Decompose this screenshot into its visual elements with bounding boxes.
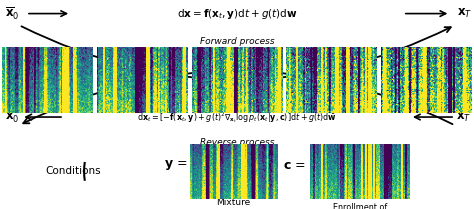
Text: $\mathbf{x}_T$: $\mathbf{x}_T$ [456, 111, 472, 124]
Text: $\mathbf{c}$ =: $\mathbf{c}$ = [283, 159, 306, 172]
Text: Mixture: Mixture [217, 198, 251, 207]
Text: Conditions: Conditions [46, 166, 101, 176]
Text: $\mathrm{d}\mathbf{x} = \mathbf{f}(\mathbf{x}_t, \mathbf{y})\mathrm{d}t + g(t)\m: $\mathrm{d}\mathbf{x} = \mathbf{f}(\math… [177, 7, 297, 20]
Text: $\mathbf{x}_T$: $\mathbf{x}_T$ [457, 7, 473, 20]
Text: Reverse process: Reverse process [200, 138, 274, 147]
Text: $\mathbf{y}$ =: $\mathbf{y}$ = [164, 158, 187, 172]
Text: $\overline{\mathbf{x}}_0$: $\overline{\mathbf{x}}_0$ [5, 6, 19, 22]
Text: $\overline{\mathbf{x}}_0$: $\overline{\mathbf{x}}_0$ [5, 109, 19, 125]
Text: $\mathrm{d}\mathbf{x}_t = [-\mathbf{f}(\mathbf{x}_t,\mathbf{y})+g(t)^2\nabla_{\m: $\mathrm{d}\mathbf{x}_t = [-\mathbf{f}(\… [137, 110, 337, 125]
Text: Enrollment of
the target speaker: Enrollment of the target speaker [323, 203, 398, 209]
Text: Forward process: Forward process [200, 37, 274, 46]
